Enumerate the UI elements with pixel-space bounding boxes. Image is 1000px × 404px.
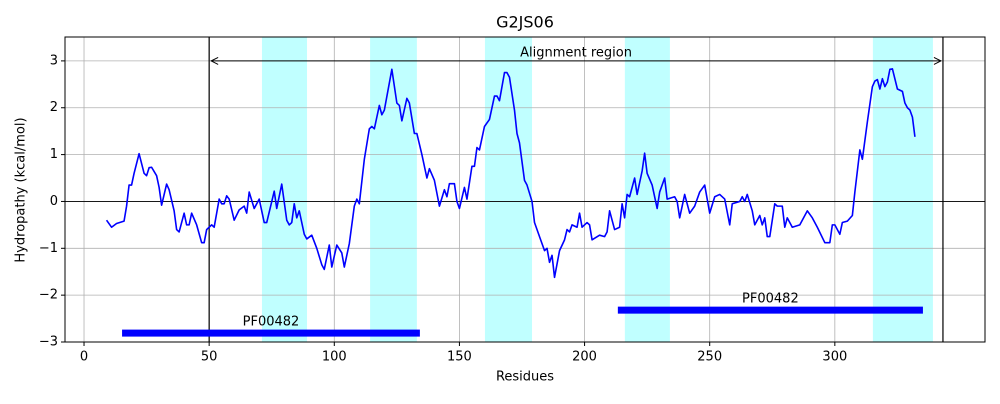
highlight-band: [872, 37, 933, 342]
y-tick-label: 2: [50, 100, 58, 115]
highlight-band: [261, 37, 308, 342]
x-tick-label: 0: [80, 350, 88, 365]
annotation: Alignment region: [520, 45, 632, 60]
chart-title: G2JS06: [496, 13, 554, 32]
arrow-head: [210, 56, 219, 65]
y-tick-label: 0: [50, 194, 58, 209]
y-tick-label: 3: [50, 53, 58, 68]
x-axis-label: Residues: [496, 370, 554, 385]
hydropathy-line: [105, 68, 916, 279]
y-tick-label: −2: [39, 288, 58, 303]
x-tick-label: 100: [322, 350, 347, 365]
domain-label: PF00482: [243, 315, 300, 330]
arrow-head: [933, 56, 943, 65]
y-axis-label: Hydropathy (kcal/mol): [14, 117, 29, 262]
y-tick-label: 1: [50, 147, 58, 162]
domain-bar: [122, 329, 420, 337]
x-tick-label: 50: [201, 350, 218, 365]
plot-frame: [64, 36, 986, 343]
domain-bar: [617, 306, 923, 314]
x-tick-label: 150: [447, 350, 472, 365]
highlight-band: [484, 37, 533, 342]
x-tick-label: 200: [572, 350, 597, 365]
y-tick-label: −1: [39, 241, 58, 256]
domain-label: PF00482: [742, 292, 799, 307]
y-tick-label: −3: [39, 335, 58, 350]
x-tick-label: 300: [822, 350, 847, 365]
x-tick-label: 250: [697, 350, 722, 365]
highlight-band: [370, 37, 417, 342]
